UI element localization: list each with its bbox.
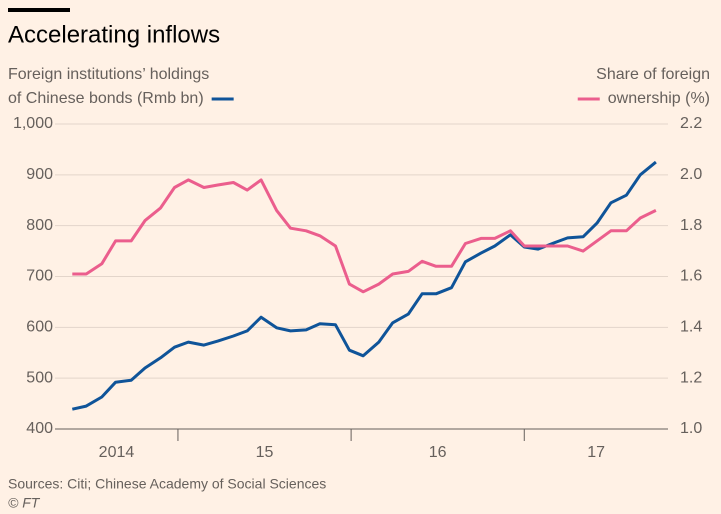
y2-tick-label: 1.8: [680, 217, 702, 234]
y-tick-label: 400: [26, 420, 53, 437]
y2-tick-label: 1.0: [680, 420, 702, 437]
source: Sources: Citi; Chinese Academy of Social…: [8, 476, 326, 492]
x-tick-label: 16: [429, 444, 447, 461]
x-tick-label: 17: [587, 444, 605, 461]
y2-tick-label: 1.6: [680, 268, 702, 285]
y-tick-label: 900: [26, 166, 53, 183]
title-bar: [8, 8, 70, 12]
y2-tick-label: 1.4: [680, 319, 702, 336]
y-tick-label: 800: [26, 217, 53, 234]
y2-tick-label: 1.2: [680, 369, 702, 386]
data-line: [71, 160, 657, 411]
y2-tick-label: 2.0: [680, 166, 702, 183]
chart-title: Accelerating inflows: [8, 21, 220, 48]
y2-axis-label: ownership (%): [608, 90, 710, 107]
credit: © FT: [8, 495, 41, 511]
y-axis-label: Foreign institutions’ holdings: [8, 66, 209, 83]
data-line: [72, 178, 657, 294]
x-tick-label: 15: [256, 444, 274, 461]
y-tick-label: 600: [26, 319, 53, 336]
y2-tick-label: 2.2: [680, 115, 702, 132]
y-axis-label: of Chinese bonds (Rmb bn): [8, 90, 204, 107]
y-tick-label: 1,000: [13, 115, 53, 132]
y2-axis-label: Share of foreign: [596, 66, 710, 83]
y-tick-label: 500: [26, 369, 53, 386]
x-tick-label: 2014: [99, 444, 135, 461]
y-tick-label: 700: [26, 268, 53, 285]
